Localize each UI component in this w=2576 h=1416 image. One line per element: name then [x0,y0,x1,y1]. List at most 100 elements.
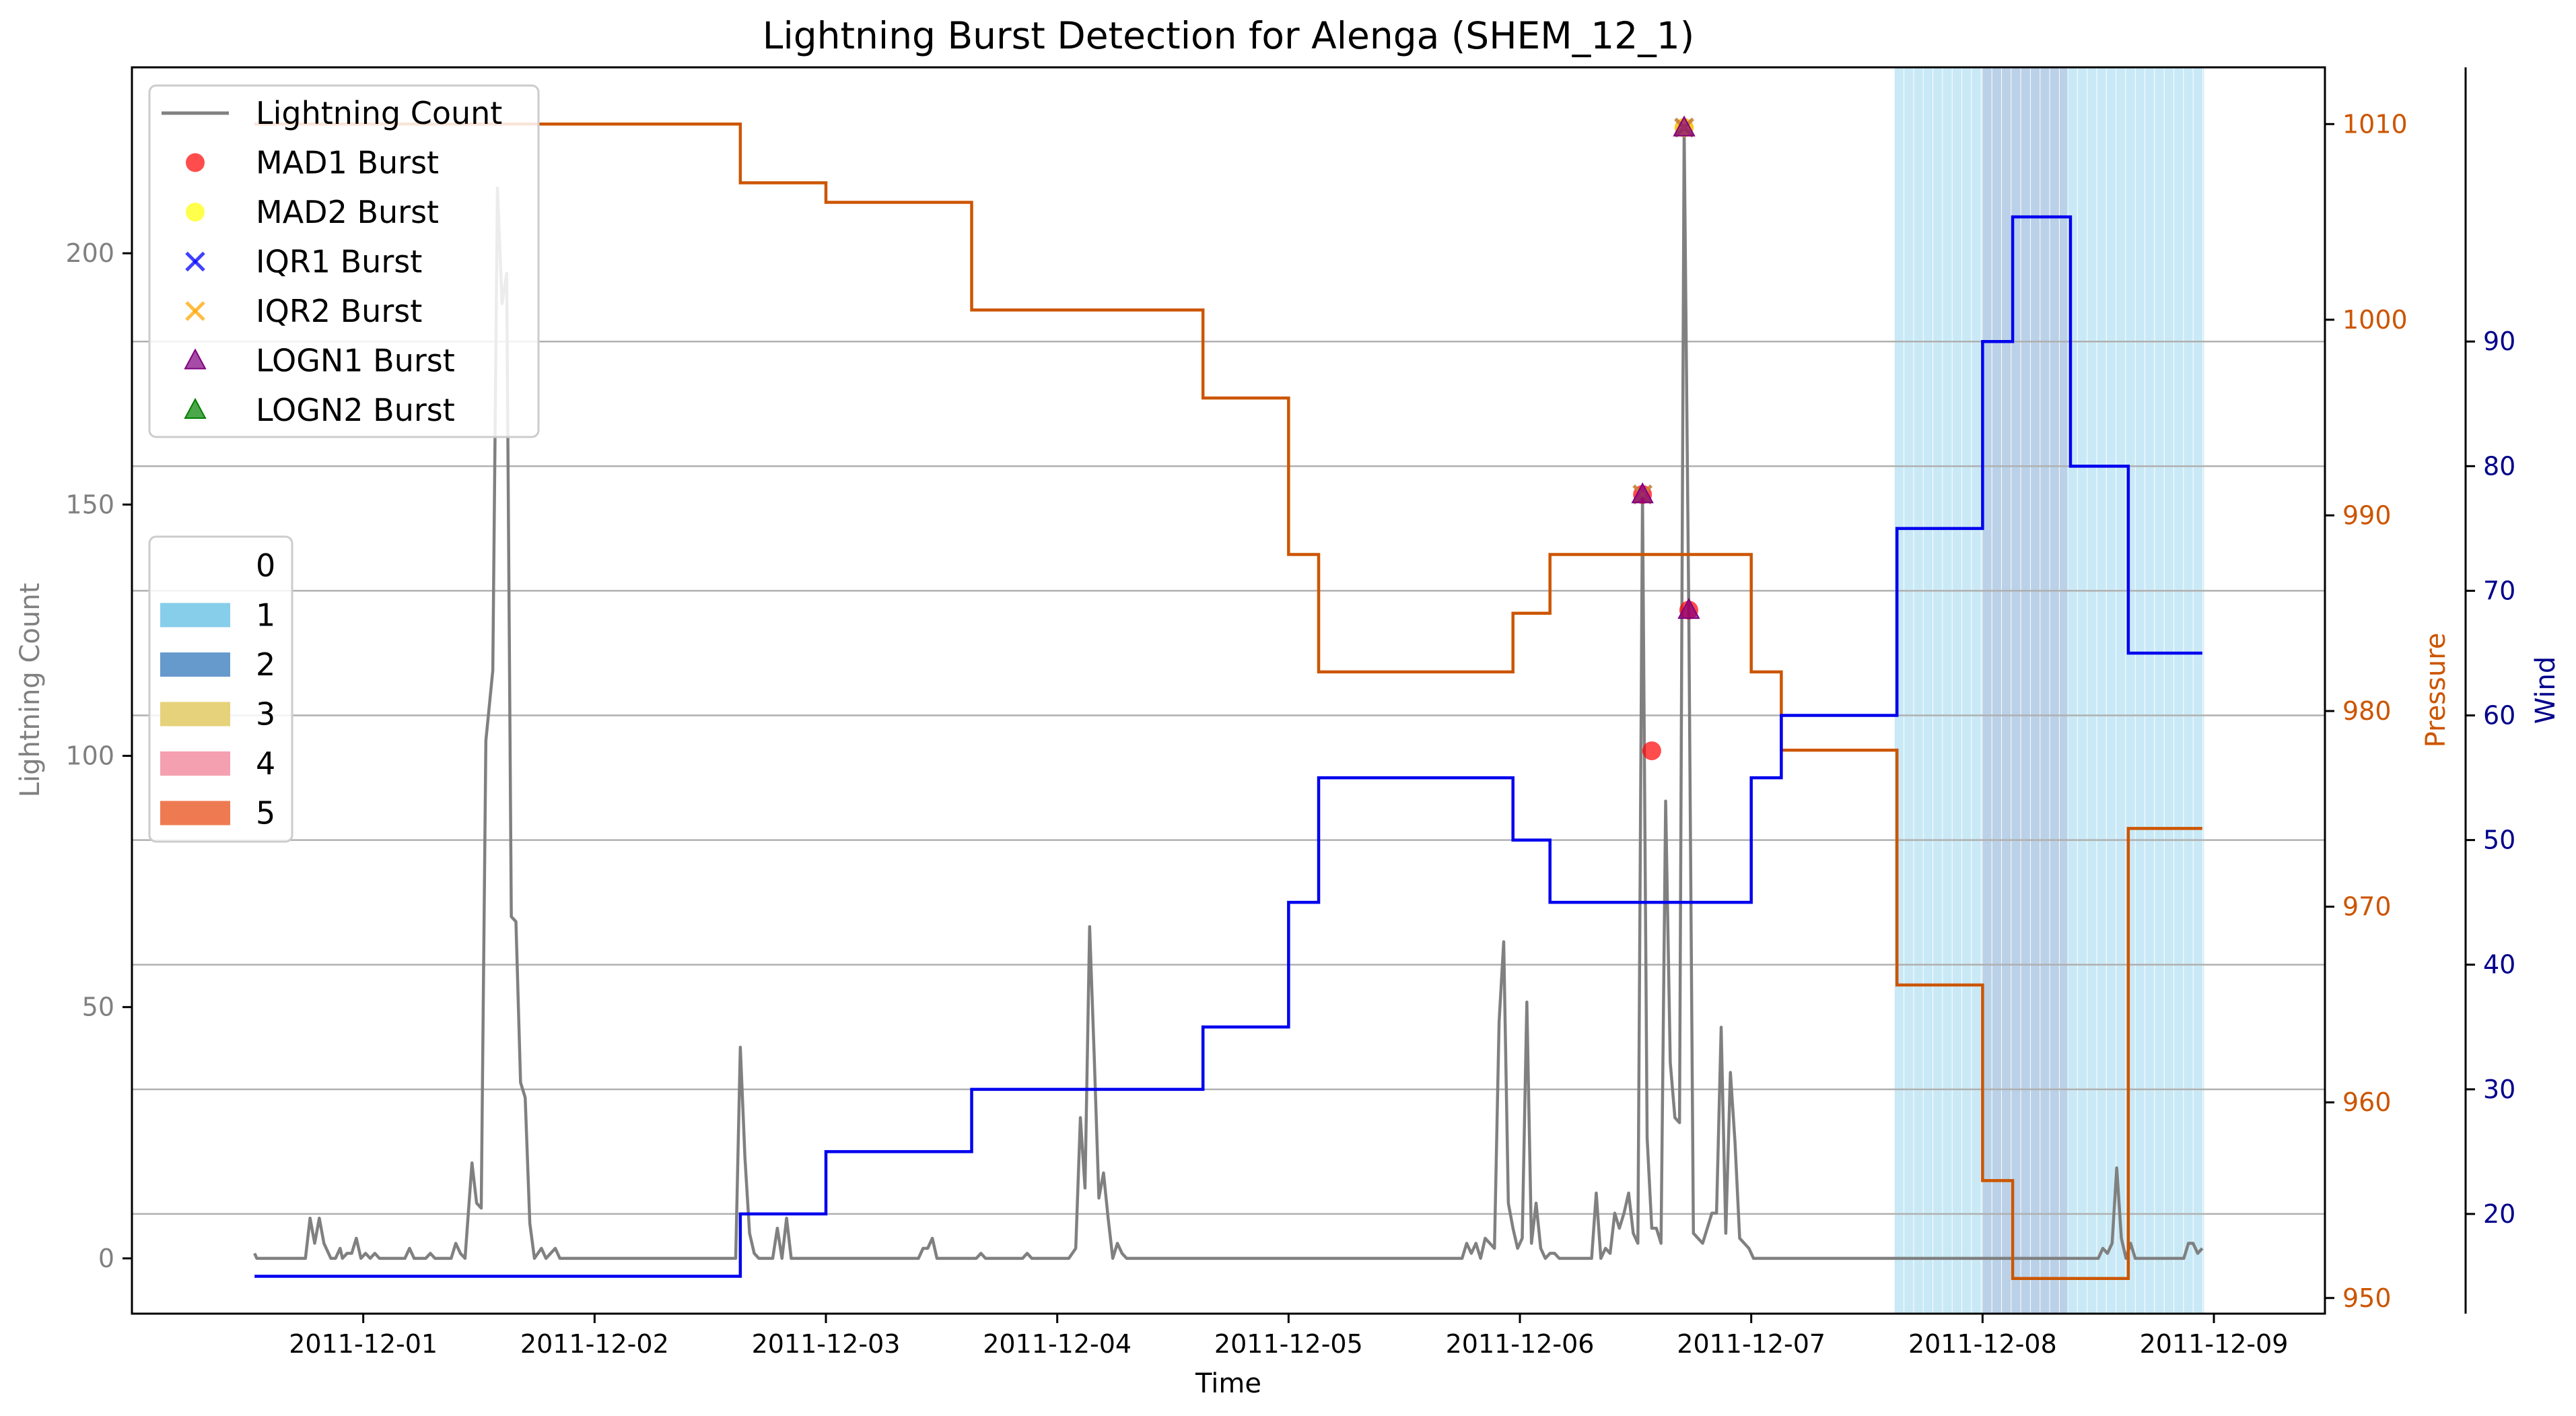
category-2-span [2040,67,2050,1314]
pressure-axis-label: Pressure [2421,633,2451,748]
category-1-span [1962,67,1972,1314]
category-1-span [1914,67,1923,1314]
lightning-count-line [253,126,2204,1260]
legend-category-label: 3 [256,696,275,733]
lightning-axis-label: Lightning Count [15,583,46,798]
lightning-tick-label: 100 [65,741,114,771]
lightning-tick-label: 0 [98,1244,114,1273]
category-1-span [2145,67,2155,1314]
x-tick-label: 2011-12-03 [752,1329,901,1359]
x-axis-label: Time [1195,1368,1261,1399]
logn1-burst-legend-swatch [184,348,207,370]
wind-tick-label: 60 [2483,701,2515,731]
category-1-swatch [160,603,230,628]
wind-tick-label: 30 [2483,1075,2515,1104]
gridlines [132,340,2325,1215]
logn1-burst-marker [1673,115,1696,137]
x-tick-label: 2011-12-09 [2140,1329,2289,1359]
category-2-span [2011,67,2021,1314]
wind-tick-label: 40 [2483,950,2515,980]
category-2-span [2050,67,2059,1314]
category-1-span [2087,67,2097,1314]
legend-markers-label: MAD2 Burst [256,194,439,230]
category-1-span [2164,67,2174,1314]
legend-markers-label: LOGN2 Burst [256,392,455,428]
mad2-burst-legend-swatch [186,203,205,222]
category-1-span [2174,67,2184,1314]
mad1-burst-marker [1642,741,1661,761]
legend-category-label: 0 [256,547,275,584]
category-2-span [2030,67,2040,1314]
category-1-span [2184,67,2193,1314]
pressure-tick-label: 1000 [2342,305,2408,335]
mad1-burst-legend-swatch [186,153,205,172]
category-4-swatch [160,751,230,776]
category-1-span [1923,67,1933,1314]
x-tick-label: 2011-12-02 [520,1329,669,1359]
legend-markers-label: IQR1 Burst [256,244,422,280]
x-tick-label: 2011-12-06 [1446,1329,1595,1359]
category-spans [1894,67,2204,1314]
x-tick-label: 2011-12-01 [289,1329,438,1359]
category-1-span [1972,67,1981,1314]
category-2-span [1992,67,2002,1314]
axes: 2011-12-01 2011-12-02 2011-12-03 2011-12-04… [65,109,2515,1359]
wind-tick-label: 80 [2483,451,2515,481]
x-tick-label: 2011-12-04 [983,1329,1132,1359]
legend-markers-label: Lightning Count [256,95,502,131]
category-1-span [2135,67,2145,1314]
iqr2-burst-legend-swatch [185,301,205,321]
category-1-span [2097,67,2106,1314]
category-1-span [1952,67,1962,1314]
category-1-span [2203,67,2204,1314]
category-1-span [2077,67,2087,1314]
category-5-swatch [160,801,230,825]
category-1-span [2193,67,2202,1314]
iqr1-burst-legend-swatch [185,251,205,272]
category-3-swatch [160,702,230,727]
pressure-tick-label: 960 [2342,1087,2392,1117]
logn2-burst-legend-swatch [184,397,207,419]
legend-categories: 0 1 2 3 4 5 [148,535,293,843]
wind-tick-label: 50 [2483,825,2515,855]
legend-markers-label: IQR2 Burst [256,293,422,329]
legend-category-label: 2 [256,646,275,683]
legend-markers: Lightning Count MAD1 Burst MAD2 Burst IQR1 … [148,84,540,438]
iqr1-burst-legend-swatch-stroke [185,251,205,272]
lightning-tick-label: 50 [82,992,114,1022]
category-2-span [1982,67,1992,1314]
category-2-span [2021,67,2030,1314]
pressure-tick-label: 980 [2342,696,2392,726]
wind-tick-label: 70 [2483,576,2515,605]
pressure-tick-label: 950 [2342,1283,2392,1313]
x-tick-label: 2011-12-08 [1908,1329,2057,1359]
category-1-span [2116,67,2126,1314]
category-1-span [2106,67,2116,1314]
wind-axis-label: Wind [2530,656,2561,724]
lightning-tick-label: 150 [65,490,114,519]
burst-markers [1631,115,1700,761]
category-1-span [1894,67,1904,1314]
legend-markers-label: LOGN1 Burst [256,343,455,379]
legend-markers-label: MAD1 Burst [256,145,439,181]
iqr2-burst-legend-swatch-stroke [185,301,205,321]
series-lines [253,123,2204,1280]
category-1-span [1904,67,1914,1314]
pressure-line [254,123,2202,1280]
category-2-span [2002,67,2011,1314]
wind-tick-label: 90 [2483,327,2515,356]
category-0-swatch [160,553,230,578]
category-1-span [1943,67,1952,1314]
pressure-tick-label: 970 [2342,892,2392,922]
x-tick-label: 2011-12-05 [1214,1329,1363,1359]
plot-frame [131,66,2326,1315]
legend-category-label: 4 [256,745,275,782]
wind-line [254,215,2202,1278]
logn1-burst-marker [1631,482,1654,504]
legend-category-label: 1 [256,597,275,634]
x-tick-label: 2011-12-07 [1677,1329,1825,1359]
wind-tick-label: 20 [2483,1199,2515,1229]
category-1-span [2155,67,2164,1314]
category-2-swatch [160,652,230,677]
logn1-burst-marker [1677,597,1700,619]
